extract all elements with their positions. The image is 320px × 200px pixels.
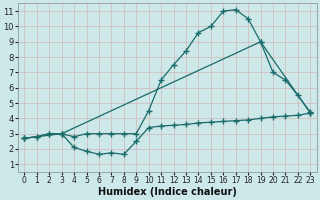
X-axis label: Humidex (Indice chaleur): Humidex (Indice chaleur) bbox=[98, 187, 237, 197]
